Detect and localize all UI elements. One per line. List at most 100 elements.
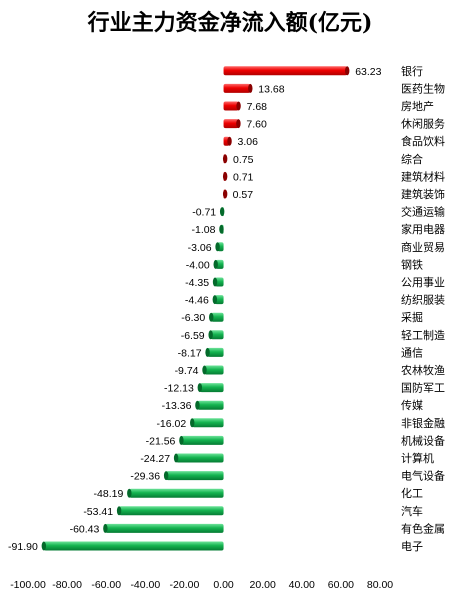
category-label: 钢铁 — [401, 258, 423, 271]
category-label: 家用电器 — [401, 222, 445, 236]
bar — [215, 277, 224, 287]
value-label: -91.90 — [8, 541, 38, 553]
category-label: 综合 — [401, 152, 423, 166]
x-axis: -100.00 -80.00 -60.00 -40.00 -20.00 0.00 20.00… — [10, 579, 393, 591]
bar-cap — [208, 330, 213, 340]
bar-cap — [236, 101, 241, 111]
value-label: 0.57 — [233, 189, 254, 201]
value-label: -0.71 — [192, 207, 216, 219]
category-label: 银行 — [401, 64, 423, 78]
value-label: -29.36 — [130, 471, 160, 483]
bar-cap — [103, 523, 108, 533]
value-label: -8.17 — [178, 347, 202, 359]
category-label: 休闲服务 — [401, 117, 445, 131]
category-label: 计算机 — [401, 451, 434, 465]
bar — [214, 295, 224, 305]
x-tick-label: 60.00 — [328, 579, 354, 591]
bar-cap — [127, 488, 132, 498]
bars-layer: 63.23 银行 13.68 医药生物 7.68 房地产 7.60 休闲服务 3.06 食品饮料 0… — [8, 64, 445, 553]
category-label: 交通运输 — [401, 205, 445, 219]
value-label: 3.06 — [238, 136, 259, 148]
bar-cap — [219, 224, 224, 234]
value-label: -4.00 — [186, 259, 210, 271]
bar-cap — [190, 418, 195, 428]
category-label: 医药生物 — [401, 81, 445, 95]
category-label: 传媒 — [401, 399, 423, 412]
chart-title: 行业主力资金净流入额(亿元) — [87, 10, 373, 36]
value-label: 13.68 — [258, 83, 284, 95]
x-tick-label: -60.00 — [91, 579, 121, 591]
bar-cap — [41, 541, 47, 551]
bar-cap — [212, 277, 218, 287]
category-label: 建筑材料 — [401, 169, 445, 183]
bar-cap — [219, 207, 225, 217]
bar — [207, 347, 224, 357]
bar — [176, 453, 224, 463]
bar-cap — [179, 435, 184, 445]
bar — [199, 383, 224, 393]
value-label: 63.23 — [355, 66, 381, 78]
category-label: 农林牧渔 — [401, 363, 445, 377]
category-label: 食品饮料 — [401, 134, 445, 148]
value-label: 0.71 — [233, 171, 254, 183]
bar — [192, 418, 224, 428]
x-tick-label: 40.00 — [289, 579, 315, 591]
category-label: 房地产 — [401, 99, 434, 113]
bar — [223, 119, 239, 129]
bar-cap — [248, 83, 253, 93]
category-label: 轻工制造 — [401, 328, 445, 342]
bar — [210, 330, 224, 340]
bar-cap — [195, 400, 200, 410]
bar-cap — [215, 242, 220, 252]
bar — [223, 101, 239, 111]
bar-cap — [222, 189, 228, 199]
value-label: -9.74 — [175, 365, 199, 377]
value-label: 0.75 — [233, 154, 254, 166]
bar — [119, 506, 224, 516]
category-label: 公用事业 — [401, 276, 445, 289]
bar-cap — [173, 453, 179, 463]
value-label: -3.06 — [188, 242, 212, 254]
bar — [129, 488, 224, 498]
category-label: 汽车 — [401, 504, 423, 518]
category-label: 采掘 — [401, 310, 423, 324]
category-label: 通信 — [401, 346, 423, 359]
bar — [204, 365, 224, 375]
bar — [215, 259, 224, 269]
bar-cap — [163, 471, 169, 481]
category-label: 化工 — [401, 486, 423, 500]
bar-cap — [116, 506, 122, 516]
bar-cap — [222, 154, 228, 164]
category-label: 非银金融 — [401, 416, 445, 430]
value-label: -4.46 — [185, 295, 209, 307]
bar — [105, 523, 224, 533]
bar — [197, 400, 224, 410]
value-label: 7.68 — [247, 101, 268, 113]
bar-cap — [212, 295, 218, 305]
category-label: 机械设备 — [401, 433, 445, 447]
x-tick-label: 20.00 — [250, 579, 276, 591]
value-label: -60.43 — [70, 523, 100, 535]
bar-cap — [197, 383, 203, 393]
category-label: 商业贸易 — [401, 240, 445, 254]
bar-cap — [236, 119, 241, 129]
bar-cap — [227, 136, 232, 146]
category-label: 电子 — [401, 540, 423, 553]
x-tick-label: -80.00 — [52, 579, 82, 591]
bar — [223, 83, 251, 93]
x-tick-label: -40.00 — [130, 579, 160, 591]
category-label: 纺织服装 — [401, 293, 445, 307]
value-label: -53.41 — [83, 506, 113, 518]
bar-cap — [345, 66, 350, 76]
bar-cap — [213, 259, 218, 269]
bar — [43, 541, 224, 551]
value-label: -16.02 — [156, 418, 186, 430]
x-tick-label: 0.00 — [213, 579, 234, 591]
value-label: -6.30 — [181, 312, 205, 324]
value-label: -48.19 — [94, 488, 124, 500]
category-label: 电气设备 — [401, 469, 445, 483]
bar — [181, 435, 224, 445]
value-label: -4.35 — [185, 277, 209, 289]
value-label: -21.56 — [146, 435, 176, 447]
